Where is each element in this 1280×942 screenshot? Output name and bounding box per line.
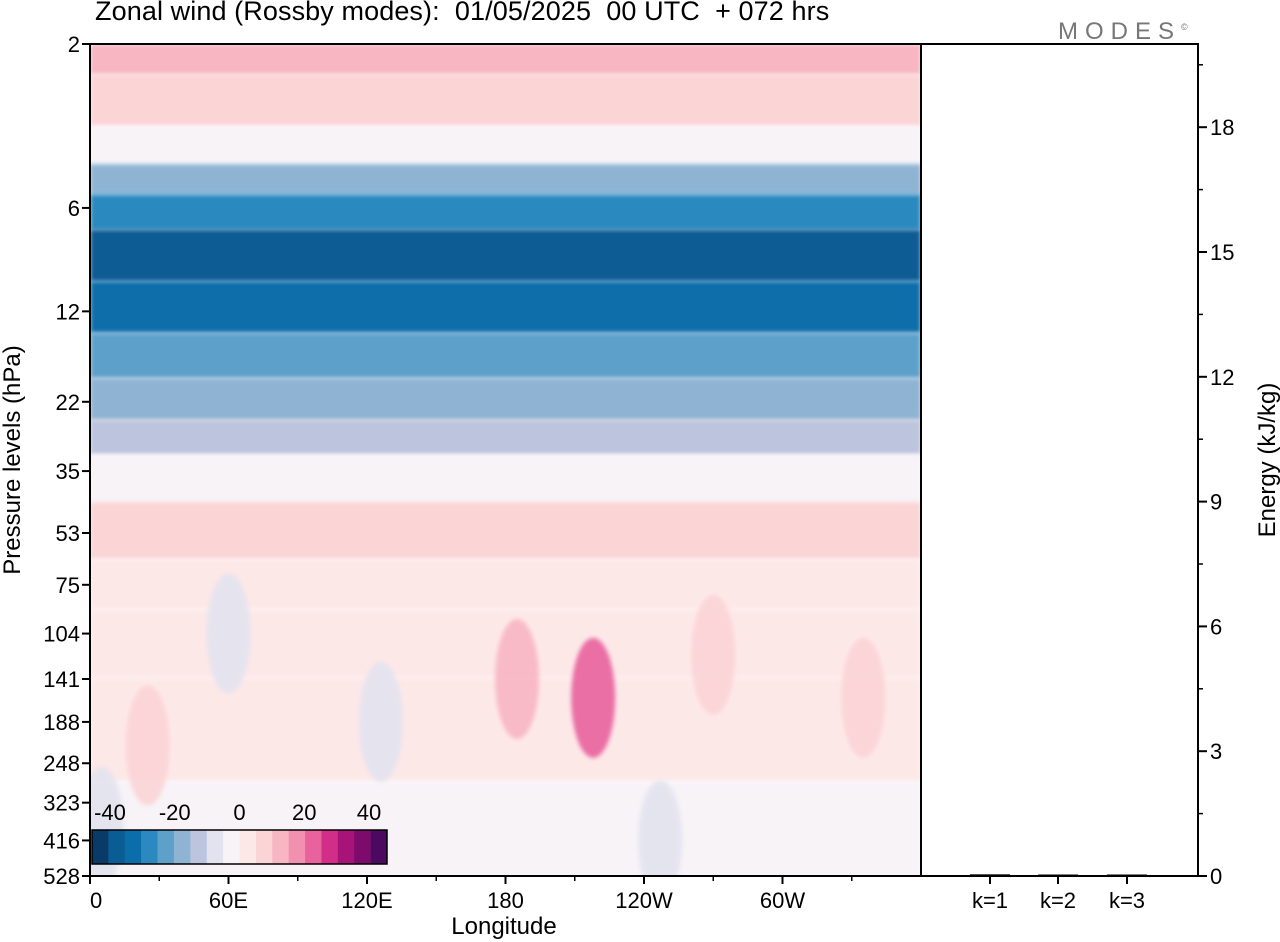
x-tick-label: 180 [487, 888, 524, 913]
colorbar-swatch [92, 830, 109, 864]
y-tick-label: 141 [43, 667, 80, 692]
colorbar-swatch [124, 830, 142, 864]
y-tick-label: 104 [43, 622, 80, 647]
heatmap-layer [90, 454, 921, 503]
heatmap-layer [90, 164, 921, 195]
heatmap-layer [90, 74, 921, 127]
heatmap-layer [90, 419, 921, 455]
y-tick-label: 6 [68, 196, 80, 221]
x-tick-label: 120E [341, 888, 392, 913]
colorbar-swatch [370, 830, 388, 864]
heatmap-feature [125, 685, 170, 806]
colorbar-frame [91, 829, 388, 865]
colorbar-swatch [190, 830, 208, 864]
x-tick-label: 120W [615, 888, 673, 913]
energy-bar [1038, 874, 1078, 876]
x-tick-label: 60W [760, 888, 805, 913]
colorbar-swatch [288, 830, 306, 864]
y-tick-label: 528 [43, 864, 80, 889]
colorbar-label: 0 [233, 800, 245, 825]
energy-category-label: k=3 [1109, 888, 1145, 913]
heatmap-layer [90, 332, 921, 379]
energy-y-tick-label: 3 [1210, 739, 1222, 764]
colorbar-label: 20 [292, 800, 316, 825]
x-axis-label: Longitude [451, 913, 556, 940]
energy-y-tick-label: 6 [1210, 614, 1222, 639]
y-tick-label: 416 [43, 828, 80, 853]
axes-group: 2 6 12 22 35 53 75 104 141 188 248 323 416 528 0 60E 120… [0, 32, 1199, 940]
y-axis-label: Pressure levels (hPa) [0, 345, 26, 574]
registered-mark: © [1181, 22, 1188, 32]
x-tick-label: 0 [90, 888, 102, 913]
colorbar-label: -40 [94, 800, 126, 825]
colorbar-label: -20 [159, 800, 191, 825]
energy-y-tick-label: 9 [1210, 490, 1222, 515]
heatmap-layer [90, 125, 921, 165]
heatmap-feature [638, 780, 683, 876]
heatmap-feature [691, 594, 736, 715]
heatmap-layer [90, 194, 921, 230]
heatmap-feature [495, 618, 540, 739]
energy-y-tick-label: 18 [1210, 115, 1234, 140]
energy-axis-label: Energy (kJ/kg) [1254, 383, 1280, 538]
heatmap-layer [90, 502, 921, 560]
y-tick-label: 323 [43, 791, 80, 816]
y-tick-label: 53 [56, 521, 80, 546]
colorbar-swatch [108, 830, 126, 864]
colorbar-label: 40 [357, 800, 381, 825]
colorbar-swatch [223, 830, 240, 864]
energy-category-label: k=1 [972, 888, 1008, 913]
colorbar-swatch [272, 830, 289, 864]
energy-bar [1107, 874, 1147, 876]
y-tick-label: 35 [56, 459, 80, 484]
colorbar-swatch [321, 830, 339, 864]
colorbar-swatch [337, 830, 355, 864]
heatmap-layer [90, 281, 921, 334]
bar-frame [920, 43, 1199, 877]
heatmap-layer [90, 44, 921, 75]
heatmap-feature [206, 573, 251, 694]
y-tick-label: 188 [43, 710, 80, 735]
heatmap-layer [90, 229, 921, 282]
energy-bars: 0 3 6 9 12 15 18 Energy (kJ/kg) k=1 k=2 k=3 [970, 64, 1280, 913]
colorbar-swatch [206, 830, 224, 864]
heatmap-feature [571, 637, 616, 758]
y-tick-label: 2 [68, 32, 80, 57]
colorbar-swatch [157, 830, 175, 864]
x-tick-label: 60E [209, 888, 248, 913]
energy-category-label: k=2 [1040, 888, 1076, 913]
energy-y-tick-label: 12 [1210, 365, 1234, 390]
colorbar-swatch [255, 830, 273, 864]
chart-title: Zonal wind (Rossby modes): 01/05/2025 00… [95, 0, 830, 26]
heatmap-feature [358, 661, 403, 782]
y-tick-label: 248 [43, 751, 80, 776]
colorbar-swatch [141, 830, 158, 864]
y-tick-label: 75 [56, 573, 80, 598]
energy-y-tick-label: 15 [1210, 240, 1234, 265]
heatmap-feature [841, 637, 886, 758]
colorbar-swatch [305, 830, 322, 864]
energy-y-tick-label: 0 [1210, 864, 1222, 889]
zonal-wind-heatmap [90, 44, 921, 876]
modes-logo: MODES [1058, 18, 1182, 45]
heatmap-feature [90, 766, 124, 876]
energy-bar [970, 874, 1010, 876]
colorbar-swatch [173, 830, 191, 864]
colorbar: -40 -20 0 20 40 [91, 800, 388, 865]
colorbar-swatch [239, 830, 257, 864]
colorbar-swatch [354, 830, 371, 864]
y-tick-label: 22 [56, 390, 80, 415]
heatmap-layer [90, 378, 921, 421]
y-tick-label: 12 [56, 299, 80, 324]
